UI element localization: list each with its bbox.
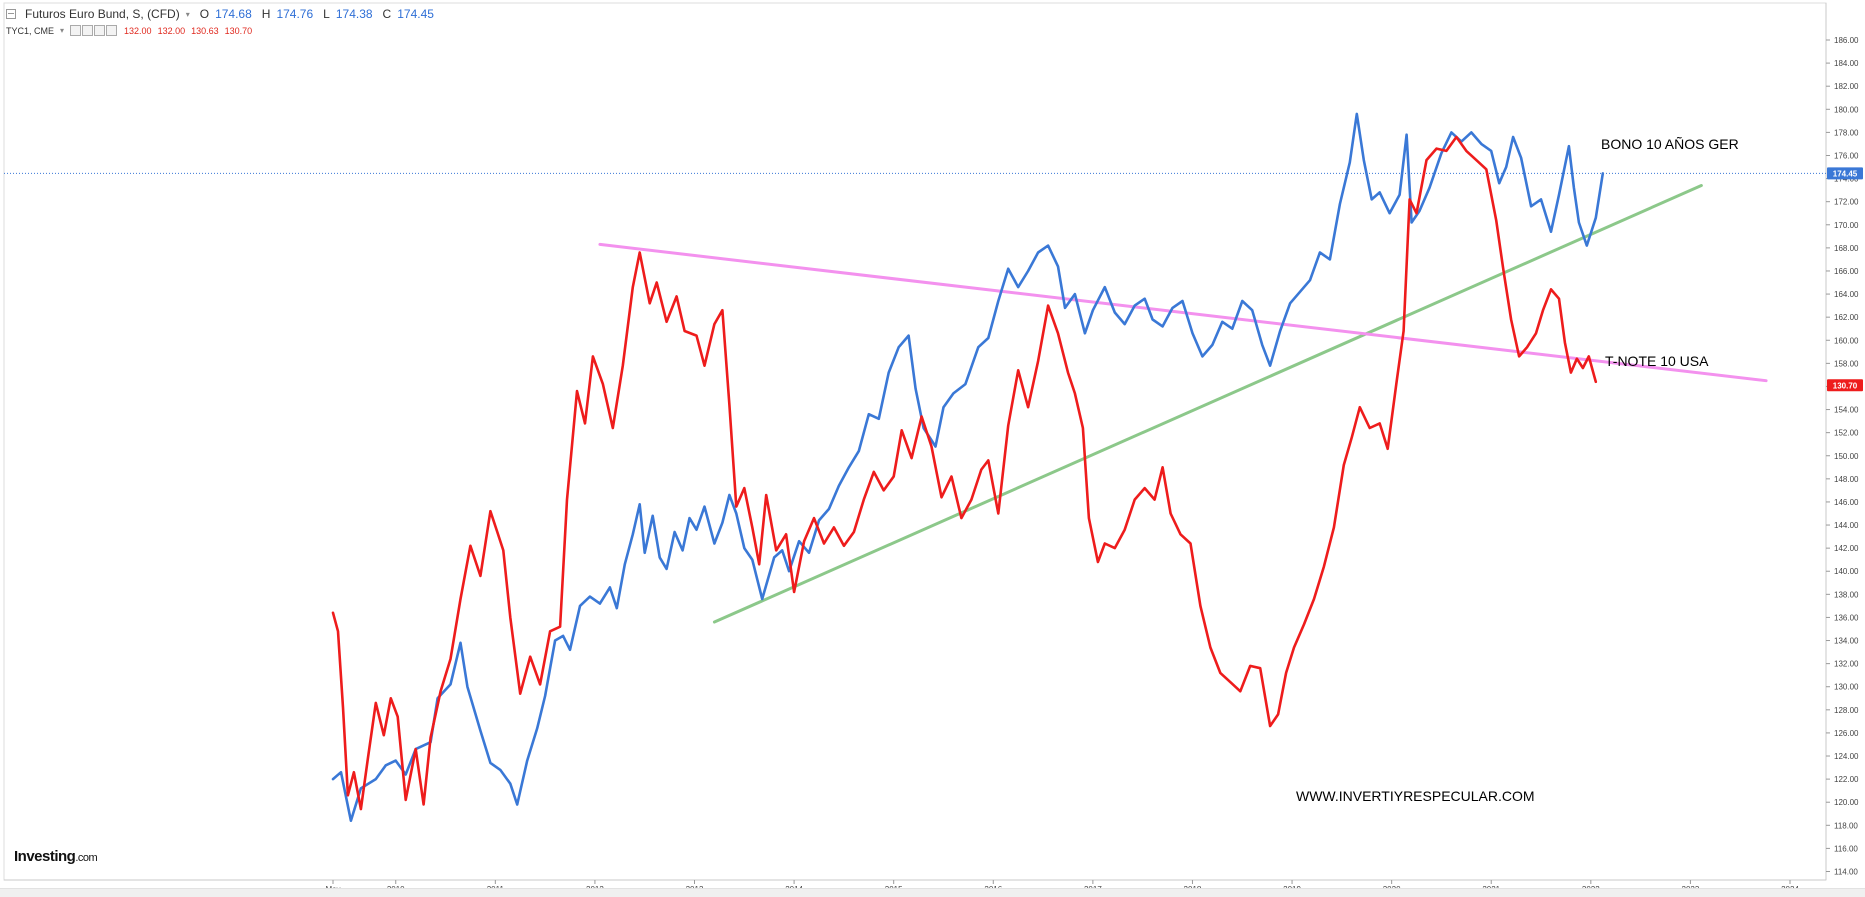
tnote-last-price-label-bg [1827,379,1863,392]
bund-last-price-label: 174.45 [1833,169,1858,178]
y-tick-label: 138.00 [1834,590,1859,599]
y-tick-label: 152.00 [1834,429,1859,438]
low-value: 174.38 [335,7,373,21]
y-tick-label: 148.00 [1834,475,1859,484]
y-tick-label: 154.00 [1834,406,1859,415]
y-tick-label: 128.00 [1834,706,1859,715]
sub-legend-title: TYC1, CME [6,25,55,36]
close-key: C [382,7,392,21]
bund-series-line [331,112,1605,822]
y-tick-label: 142.00 [1834,544,1859,553]
bund-annotation: BONO 10 AÑOS GER [1601,136,1739,152]
tnote-series-line [331,135,1598,811]
y-tick-label: 122.00 [1834,775,1859,784]
series-buttons [70,25,118,37]
y-tick-label: 150.00 [1834,452,1859,461]
y-tick-label: 118.00 [1834,821,1858,830]
chevron-down-icon[interactable]: ▾ [185,9,190,19]
high-value: 174.76 [276,7,314,21]
y-tick-label: 114.00 [1834,868,1858,877]
brand-name: Investing [14,848,76,865]
y-tick-label: 186.00 [1834,36,1859,45]
y-tick-label: 162.00 [1834,313,1859,322]
more-icon[interactable] [106,25,118,37]
close-icon[interactable] [94,25,106,37]
pink-trendline [598,242,1768,383]
y-tick-label: 166.00 [1834,267,1859,276]
y-tick-label: 132.00 [1834,660,1859,669]
open-key: O [199,7,210,21]
sub-high-value: 132.00 [157,25,186,36]
y-tick-label: 178.00 [1834,128,1859,137]
brand-suffix: .com [75,852,98,864]
y-tick-label: 170.00 [1834,221,1859,230]
y-tick-label: 184.00 [1834,59,1859,68]
y-tick-label: 168.00 [1834,244,1859,253]
y-tick-label: 180.00 [1834,105,1859,114]
legend-title: Futuros Euro Bund, S, (CFD) [25,7,180,21]
sub-low-value: 130.63 [191,25,219,36]
sub-open-value: 132.00 [124,25,152,36]
y-tick-label: 164.00 [1834,290,1859,299]
close-value: 174.45 [397,7,434,21]
sub-close-value: 130.70 [224,25,253,36]
y-tick-label: 120.00 [1834,798,1859,807]
footer-toolbar[interactable] [0,888,1865,897]
y-tick-label: 140.00 [1834,567,1859,576]
y-tick-label: 182.00 [1834,82,1859,91]
website-annotation: WWW.INVERTIYRESPECULAR.COM [1296,788,1535,804]
y-tick-label: 134.00 [1834,637,1859,646]
high-key: H [261,7,271,21]
legend-sub: TYC1, CME ▾ 132.00 132.00 130.63 130.70 [6,25,253,37]
settings-icon[interactable] [82,25,94,37]
collapse-icon[interactable] [6,9,16,19]
y-tick-label: 158.00 [1834,359,1859,368]
green-trendline [712,184,1703,624]
tnote-annotation: T-NOTE 10 USA [1605,353,1709,369]
y-tick-label: 124.00 [1834,752,1859,761]
tnote-last-price-label: 130.70 [1833,381,1858,390]
y-tick-label: 160.00 [1834,336,1859,345]
y-tick-label: 126.00 [1834,729,1859,738]
y-tick-label: 176.00 [1834,151,1859,160]
y-tick-label: 130.00 [1834,683,1859,692]
y-tick-label: 136.00 [1834,613,1859,622]
eye-icon[interactable] [70,25,82,37]
y-tick-label: 146.00 [1834,498,1859,507]
investing-logo: Investing.com [14,848,98,865]
open-value: 174.68 [215,7,252,21]
low-key: L [323,7,330,21]
chevron-down-icon[interactable]: ▾ [60,26,65,36]
bund-last-price-label-bg [1827,167,1863,180]
y-tick-label: 172.00 [1834,198,1859,207]
y-tick-label: 116.00 [1834,844,1858,853]
y-tick-label: 144.00 [1834,521,1859,530]
